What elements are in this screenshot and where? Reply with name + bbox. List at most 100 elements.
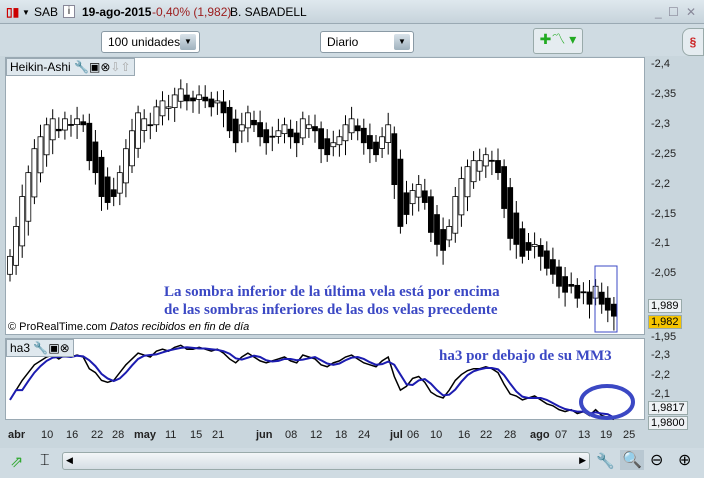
last-price-label: 1,982 [648, 315, 682, 329]
indicator-chart[interactable]: ha3 🔧▣⊗ ha3 por debajo de su MM3 [5, 338, 645, 421]
window-icon[interactable]: ▣ [88, 60, 101, 74]
tools-icon[interactable]: 🔧 [596, 453, 615, 470]
candle [305, 124, 312, 129]
auto-zoom-icon[interactable]: 🔍 [620, 450, 644, 470]
date-tick: jul [390, 429, 403, 441]
date-tick: 06 [407, 429, 420, 441]
candle [336, 136, 343, 146]
close-icon[interactable]: ⊗ [100, 60, 111, 74]
date-tick: 16 [66, 429, 79, 441]
info-icon[interactable]: i [63, 5, 75, 18]
indicator-lines [9, 344, 635, 421]
candle [25, 172, 32, 222]
zoom-out-icon[interactable]: ⊖ [650, 452, 664, 469]
date-tick: 15 [190, 429, 203, 441]
wrench-icon[interactable]: 🔧 [33, 341, 49, 355]
candle [470, 160, 477, 183]
horizontal-scrollbar[interactable]: ◀ ▶ [62, 452, 590, 470]
chevron-down-icon: ▼ [394, 34, 410, 50]
candle [409, 190, 416, 205]
candle [31, 148, 38, 198]
price-tick: -2,05 [651, 267, 677, 280]
date-tick: 08 [285, 429, 298, 441]
price-tick: -2,1 [651, 237, 670, 250]
zoom-in-icon[interactable]: ⊕ [678, 452, 692, 469]
indicator-tick: -2,1 [651, 388, 670, 400]
candle [525, 242, 532, 251]
candle [129, 130, 135, 167]
price-chart[interactable]: Heikin-Ashi 🔧▣⊗⇩⇧ La sombra inferior de … [5, 57, 645, 335]
candle [604, 297, 611, 311]
candle [299, 118, 306, 139]
minimize-icon[interactable]: _ [655, 5, 662, 19]
window-icon[interactable]: ▣ [48, 341, 60, 355]
panel-header: Heikin-Ashi 🔧▣⊗⇩⇧ [6, 58, 135, 76]
annotation-line1: La sombra inferior de la última vela est… [164, 284, 500, 300]
candle [208, 98, 215, 108]
candle [397, 158, 404, 227]
candle-icon[interactable]: ▯▮ [6, 5, 20, 19]
candle [62, 118, 68, 131]
candle [275, 130, 282, 137]
maximize-icon[interactable]: ☐ [668, 5, 679, 19]
date-tick: 07 [555, 429, 568, 441]
candle [537, 245, 544, 257]
date-tick: 10 [430, 429, 443, 441]
candle [49, 118, 56, 141]
candle [159, 100, 166, 117]
chevron-down-icon[interactable]: ▼ [22, 8, 30, 17]
units-select[interactable]: 100 unidades ▼ [101, 31, 200, 53]
indicator-tick: -2,2 [651, 368, 670, 381]
date-tick: may [134, 429, 157, 441]
price-axis[interactable]: -2,4 -2,35 -2,3 -2,25 -2,2 -2,15 -2,1 -2,05 -1,9… [645, 57, 704, 343]
last-close-label: 1,989 [648, 299, 682, 313]
date-tick: 22 [480, 429, 493, 441]
move-down-icon[interactable]: ⇩ [110, 60, 121, 74]
candle [440, 229, 447, 251]
candle [379, 136, 386, 149]
candle [568, 284, 575, 287]
close-icon[interactable]: ✕ [686, 5, 697, 19]
date-tick: abr [8, 429, 26, 441]
period-value: Diario [327, 35, 359, 49]
candle [293, 132, 300, 144]
candle [68, 124, 74, 126]
candle [385, 124, 392, 143]
indicator-label: 1,9800 [648, 416, 688, 430]
candle [342, 124, 349, 142]
candle [171, 94, 178, 109]
indicator-axis[interactable]: -2,3 -2,2 -2,1 [645, 338, 704, 420]
candle [202, 96, 209, 102]
candle [19, 196, 26, 247]
move-up-icon[interactable]: ⇧ [120, 60, 131, 74]
candle [86, 122, 93, 162]
period-select[interactable]: Diario ▼ [320, 31, 414, 53]
candle [434, 214, 440, 245]
candle [531, 243, 538, 247]
date-tick: 12 [310, 429, 323, 441]
candles [7, 79, 618, 333]
candle [592, 285, 599, 299]
cursor-icon[interactable]: ⌶ [40, 452, 50, 469]
candle [135, 112, 142, 149]
candle [360, 127, 367, 144]
candle [244, 112, 251, 129]
add-indicator-button[interactable]: ✚〽 ▾ [533, 28, 583, 54]
close-icon[interactable]: ⊗ [59, 341, 70, 355]
candle [452, 196, 459, 234]
date-tick: 28 [504, 429, 517, 441]
bottom-toolbar: ⇗ ⌶ ◀ ▶ 🔧 🔍 ⊖ ⊕ [0, 448, 704, 478]
date-axis[interactable]: abr 10 16 22 28 may 11 15 21 jun 08 12 18 24 jul 06 10 16… [5, 428, 645, 444]
candle [190, 97, 196, 102]
wrench-icon[interactable]: 🔧 [74, 60, 89, 74]
refresh-icon[interactable]: § [682, 28, 704, 56]
candle [104, 176, 111, 203]
candle [611, 303, 617, 317]
candle [324, 138, 331, 156]
date-tick: jun [256, 429, 273, 441]
export-icon[interactable]: ⇗ [10, 454, 24, 471]
symbol[interactable]: SAB [34, 5, 59, 19]
panel-title: ha3 [10, 341, 31, 355]
panel-title: Heikin-Ashi [10, 60, 71, 74]
candle [92, 141, 99, 174]
